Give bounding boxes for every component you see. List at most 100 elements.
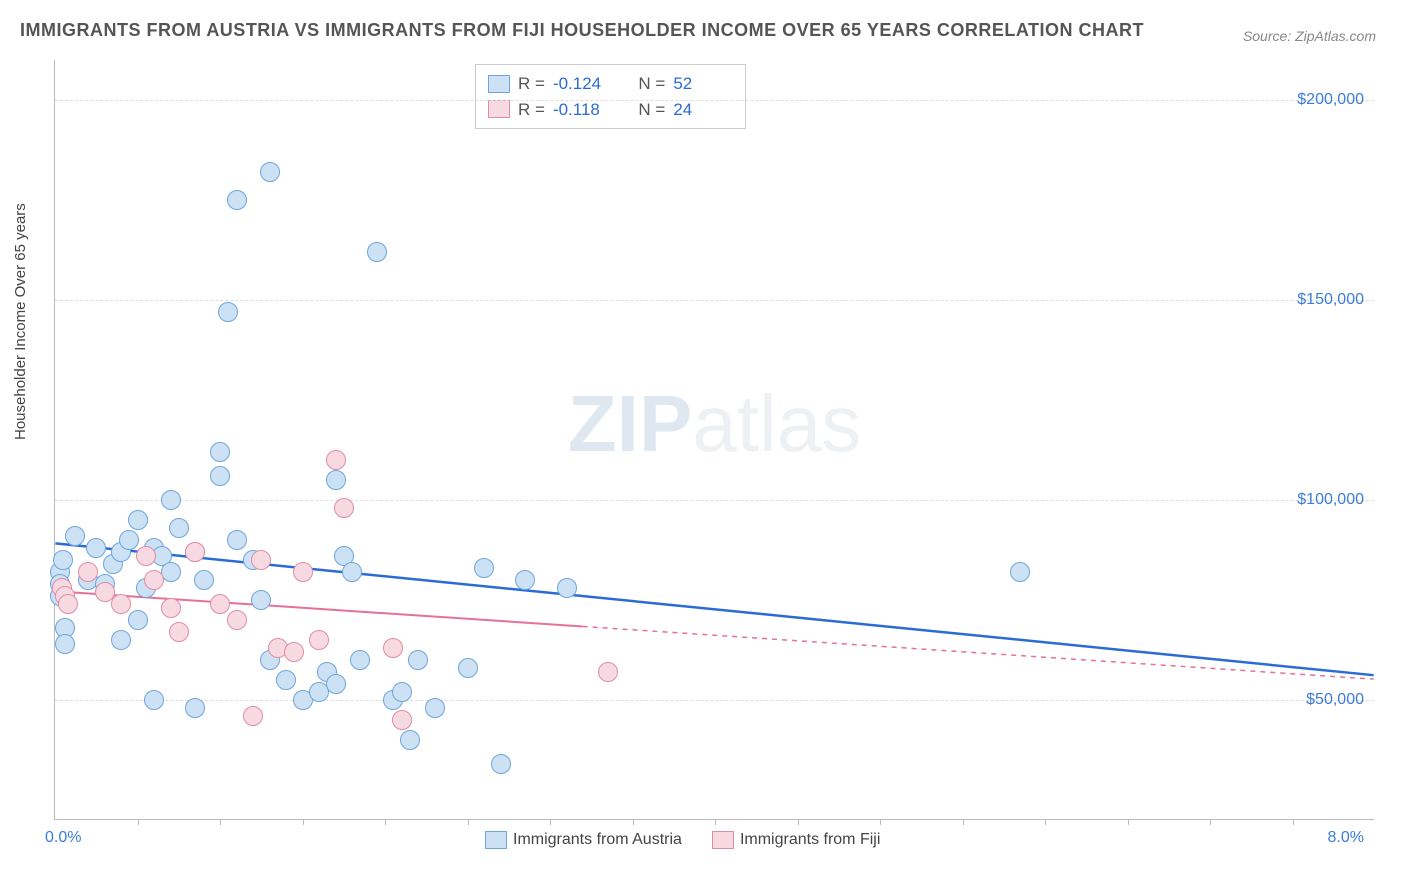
x-tick xyxy=(1293,819,1294,825)
gridline xyxy=(55,700,1374,701)
gridline xyxy=(55,100,1374,101)
x-tick xyxy=(715,819,716,825)
source-label: Source: ZipAtlas.com xyxy=(1243,28,1376,44)
x-tick xyxy=(303,819,304,825)
data-point-austria xyxy=(326,674,346,694)
data-point-austria xyxy=(185,698,205,718)
gridline xyxy=(55,300,1374,301)
data-point-austria xyxy=(218,302,238,322)
data-point-austria xyxy=(65,526,85,546)
legend-label-fiji: Immigrants from Fiji xyxy=(740,831,880,848)
swatch-austria xyxy=(485,831,507,849)
data-point-fiji xyxy=(169,622,189,642)
data-point-austria xyxy=(515,570,535,590)
data-point-austria xyxy=(367,242,387,262)
data-point-austria xyxy=(557,578,577,598)
n-label: N = xyxy=(638,71,665,97)
y-tick-label: $50,000 xyxy=(1306,691,1364,709)
data-point-austria xyxy=(458,658,478,678)
data-point-fiji xyxy=(309,630,329,650)
x-tick xyxy=(385,819,386,825)
stats-row-austria: R = -0.124 N = 52 xyxy=(488,71,733,97)
data-point-fiji xyxy=(210,594,230,614)
data-point-fiji xyxy=(111,594,131,614)
watermark-zip: ZIP xyxy=(568,379,692,468)
data-point-austria xyxy=(227,190,247,210)
legend-item-fiji: Immigrants from Fiji xyxy=(712,831,880,849)
data-point-fiji xyxy=(144,570,164,590)
data-point-austria xyxy=(86,538,106,558)
data-point-austria xyxy=(210,466,230,486)
data-point-austria xyxy=(491,754,511,774)
y-tick-label: $100,000 xyxy=(1297,491,1364,509)
data-point-austria xyxy=(408,650,428,670)
data-point-fiji xyxy=(185,542,205,562)
data-point-austria xyxy=(169,518,189,538)
data-point-austria xyxy=(342,562,362,582)
x-tick xyxy=(1045,819,1046,825)
x-tick xyxy=(1128,819,1129,825)
data-point-fiji xyxy=(392,710,412,730)
x-tick-label: 0.0% xyxy=(45,829,81,847)
data-point-austria xyxy=(144,690,164,710)
watermark: ZIPatlas xyxy=(568,378,861,470)
data-point-austria xyxy=(425,698,445,718)
data-point-austria xyxy=(350,650,370,670)
data-point-austria xyxy=(119,530,139,550)
x-tick xyxy=(138,819,139,825)
legend-item-austria: Immigrants from Austria xyxy=(485,831,682,849)
data-point-fiji xyxy=(58,594,78,614)
x-tick-label: 8.0% xyxy=(1328,829,1364,847)
data-point-fiji xyxy=(243,706,263,726)
swatch-austria xyxy=(488,75,510,93)
swatch-fiji xyxy=(488,100,510,118)
x-tick xyxy=(220,819,221,825)
data-point-austria xyxy=(1010,562,1030,582)
data-point-austria xyxy=(53,550,73,570)
x-tick xyxy=(633,819,634,825)
data-point-fiji xyxy=(598,662,618,682)
y-axis-label: Householder Income Over 65 years xyxy=(12,203,29,440)
x-tick xyxy=(798,819,799,825)
data-point-fiji xyxy=(284,642,304,662)
x-tick xyxy=(963,819,964,825)
data-point-austria xyxy=(260,162,280,182)
legend-label-austria: Immigrants from Austria xyxy=(513,831,682,848)
data-point-fiji xyxy=(383,638,403,658)
y-tick-label: $150,000 xyxy=(1297,291,1364,309)
data-point-austria xyxy=(210,442,230,462)
data-point-austria xyxy=(276,670,296,690)
watermark-atlas: atlas xyxy=(692,379,861,468)
data-point-austria xyxy=(400,730,420,750)
r-value-austria: -0.124 xyxy=(553,71,613,97)
data-point-austria xyxy=(161,490,181,510)
data-point-austria xyxy=(128,610,148,630)
data-point-austria xyxy=(55,634,75,654)
data-point-fiji xyxy=(293,562,313,582)
data-point-fiji xyxy=(136,546,156,566)
data-point-austria xyxy=(227,530,247,550)
data-point-fiji xyxy=(334,498,354,518)
gridline xyxy=(55,500,1374,501)
data-point-austria xyxy=(392,682,412,702)
data-point-fiji xyxy=(326,450,346,470)
y-tick-label: $200,000 xyxy=(1297,91,1364,109)
data-point-austria xyxy=(251,590,271,610)
stats-legend: R =-0.124 N =52R =-0.118 N =24 xyxy=(475,64,746,129)
data-point-austria xyxy=(474,558,494,578)
chart-title: IMMIGRANTS FROM AUSTRIA VS IMMIGRANTS FR… xyxy=(20,20,1144,41)
x-tick xyxy=(880,819,881,825)
data-point-fiji xyxy=(161,598,181,618)
n-value-austria: 52 xyxy=(673,71,733,97)
x-tick xyxy=(550,819,551,825)
data-point-austria xyxy=(194,570,214,590)
series-legend: Immigrants from Austria Immigrants from F… xyxy=(485,831,880,849)
r-label: R = xyxy=(518,71,545,97)
x-tick xyxy=(468,819,469,825)
data-point-fiji xyxy=(251,550,271,570)
swatch-fiji xyxy=(712,831,734,849)
data-point-fiji xyxy=(78,562,98,582)
data-point-austria xyxy=(111,630,131,650)
x-tick xyxy=(1210,819,1211,825)
data-point-fiji xyxy=(227,610,247,630)
